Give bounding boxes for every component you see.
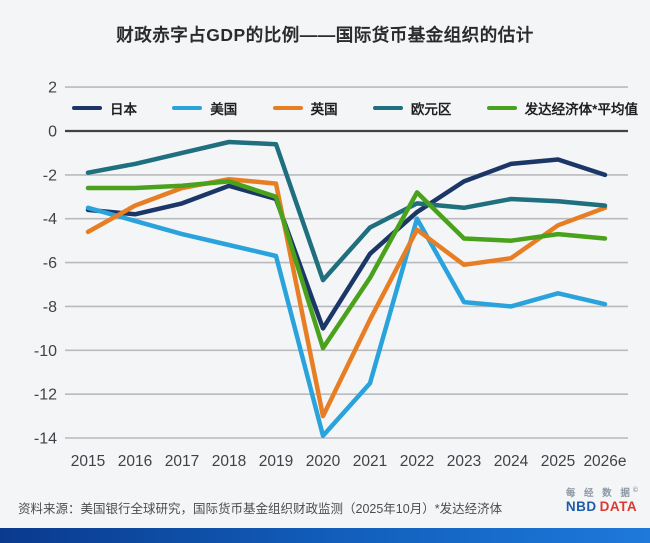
legend-swatch-advanced (486, 105, 517, 111)
series-line-uk (85, 176, 608, 419)
legend-item-japan: 日本 (72, 98, 137, 118)
x-tick-label: 2016 (118, 453, 152, 470)
logo-latin-text: NBD DATA (565, 498, 638, 515)
logo-cn-label: 每 经 数 据 (565, 488, 633, 500)
x-tick-label: 2021 (353, 453, 387, 470)
legend-item-eurozone: 欧元区 (372, 98, 452, 118)
legend-swatch-uk (272, 105, 303, 111)
logo-chinese-text: 每 经 数 据© (566, 487, 638, 500)
x-tick-label: 2026e (583, 453, 626, 470)
series-line-advanced (85, 179, 608, 351)
logo-data-label: DATA (599, 498, 638, 514)
x-tick-label: 2020 (306, 453, 341, 470)
bottom-accent-bar (0, 528, 650, 543)
y-tick-label: -4 (43, 211, 57, 228)
chart-legend: 日本 美国 英国 欧元区 发达经济体*平均值 (72, 98, 638, 118)
series-line-us (85, 205, 608, 439)
x-tick-label: 2017 (165, 453, 199, 470)
legend-swatch-eurozone (372, 105, 403, 111)
y-tick-label: -8 (43, 299, 57, 316)
logo-nbd-label: NBD (565, 498, 597, 514)
chart-title: 财政赤字占GDP的比例——国际货币基金组织的估计 (116, 25, 534, 45)
nbd-data-logo: 每 经 数 据© NBD DATA (566, 487, 638, 514)
legend-label-uk: 英国 (310, 102, 338, 117)
y-tick-label: -14 (34, 431, 57, 448)
legend-swatch-japan (72, 105, 102, 111)
legend-item-us: 美国 (172, 98, 237, 118)
y-tick-label: -2 (43, 167, 57, 184)
legend-label-japan: 日本 (110, 102, 137, 117)
legend-item-advanced: 发达经济体*平均值 (486, 98, 638, 118)
x-tick-label: 2018 (212, 453, 246, 470)
y-tick-label: -10 (34, 343, 57, 360)
source-note: 资料来源：美国银行全球研究，国际货币基金组织财政监测（2025年10月）*发达经… (18, 502, 503, 516)
legend-label-us: 美国 (210, 102, 238, 117)
x-tick-label: 2024 (494, 453, 529, 470)
y-tick-label: -6 (43, 255, 57, 272)
x-tick-label: 2019 (259, 453, 293, 470)
series-line-eurozone (85, 139, 608, 283)
x-tick-label: 2025 (541, 453, 575, 470)
x-tick-label: 2023 (447, 453, 481, 470)
y-tick-label: -12 (34, 387, 57, 404)
legend-swatch-us (172, 105, 203, 111)
y-tick-label: 0 (48, 124, 57, 141)
y-tick-label: 2 (48, 80, 57, 97)
line-chart: 2 0 -2 -4 -6 -8 -10 -12 -14 2015 2016 2017 2018 2019 2… (34, 80, 628, 470)
x-tick-label: 2015 (71, 453, 105, 470)
legend-label-eurozone: 欧元区 (410, 102, 452, 117)
legend-label-advanced: 发达经济体*平均值 (524, 102, 638, 117)
legend-item-uk: 英国 (272, 98, 338, 118)
copyright-mark: © (632, 487, 638, 494)
x-tick-label: 2022 (400, 453, 434, 470)
series-line-japan (85, 157, 608, 331)
